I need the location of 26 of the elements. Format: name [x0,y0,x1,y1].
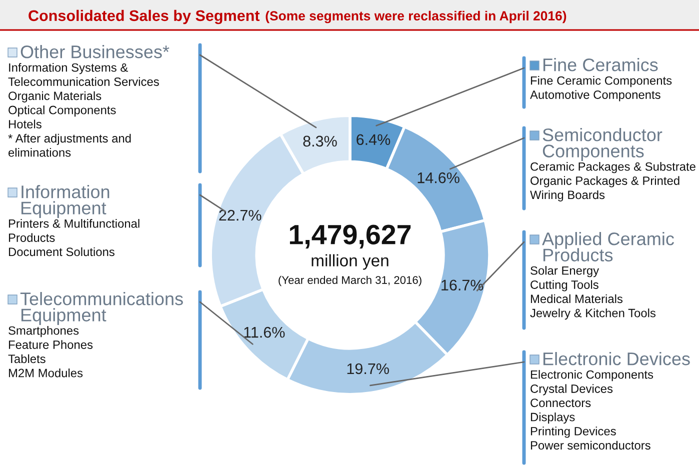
data-label: 22.7% [219,210,262,221]
data-label: 6.4% [356,134,390,146]
legend-label: Information Equipment [21,185,110,218]
data-label: 16.7% [442,280,484,291]
legend-label: Other Businesses* [20,45,170,58]
legend-label: Semiconductor Components [542,128,662,162]
text: 1,479,627 [290,224,411,248]
text: million yen [312,254,388,270]
text: Fine Ceramic Components Automotive Components [530,76,672,102]
legend-label: Applied Ceramic Products [542,232,674,262]
data-label: 14.6% [418,172,460,184]
text: Information Systems & Telecommunication Services Organic Materials Optical Components Hotels * After adjustments and eliminations [8,63,159,157]
legend-label: Telecommunications Equipment [20,292,183,326]
chart-subtitle: (Some segments were reclassified in April 2016) [266,10,566,24]
text: Electronic Components Crystal Devices Connectors Displays Printing Devices Power semiconductors [530,370,654,450]
text: Ceramic Packages & Substrate Organic Packages & Printed Wiring Boards [530,162,696,202]
text: Printers & Multifunctional Products Document Solutions [8,219,140,256]
data-label: 19.7% [347,363,389,374]
legend-label: Fine Ceramics [543,58,658,72]
legend-label: Electronic Devices [543,352,690,366]
data-label: 11.6% [244,326,285,338]
text: (Year ended March 31, 2016) [278,276,422,286]
data-label: 8.3% [303,136,337,147]
text: Solar Energy Cutting Tools Medical Materials Jewelry & Kitchen Tools [530,266,656,320]
chart-title: Consolidated Sales by Segment [28,10,260,24]
text: Smartphones Feature Phones Tablets M2M Modules [8,326,93,378]
